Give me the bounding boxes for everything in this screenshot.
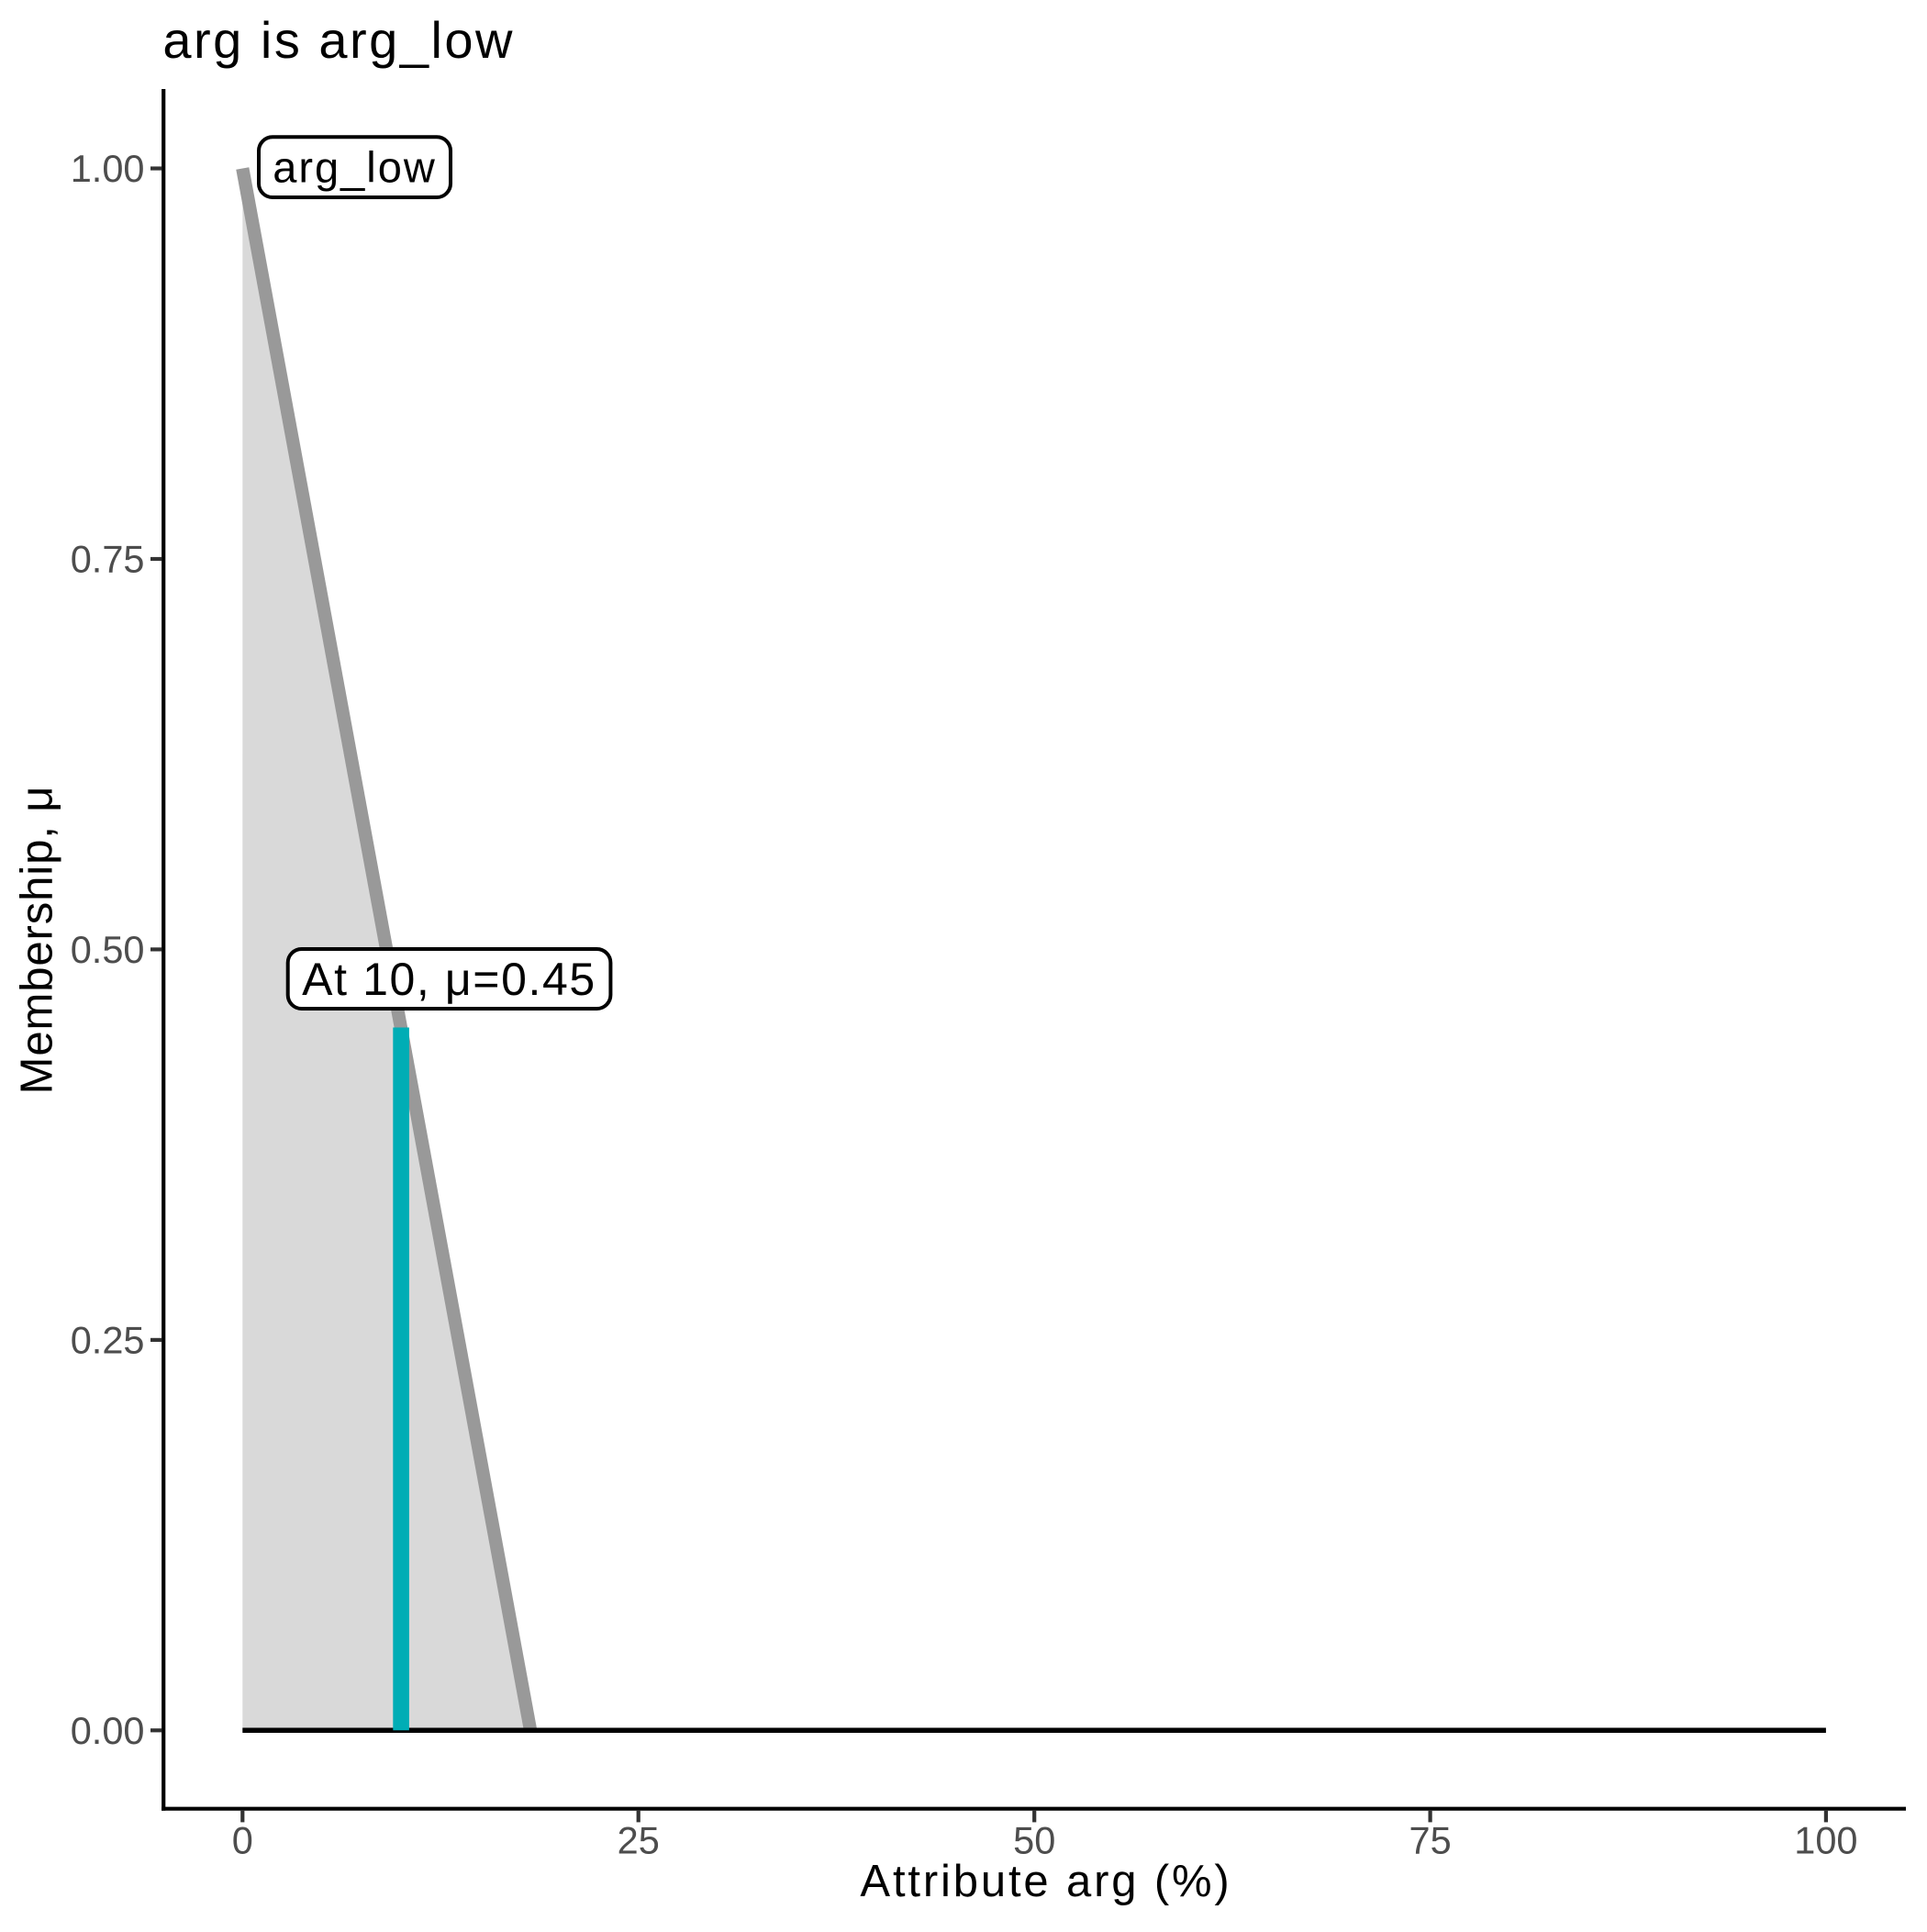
svg-text:0.75: 0.75 [71, 538, 145, 581]
svg-text:0.00: 0.00 [71, 1709, 145, 1752]
svg-text:50: 50 [1013, 1819, 1055, 1862]
svg-text:1.00: 1.00 [71, 147, 145, 190]
svg-text:0.25: 0.25 [71, 1318, 145, 1361]
svg-text:75: 75 [1409, 1819, 1452, 1862]
svg-text:0: 0 [232, 1819, 253, 1862]
svg-text:100: 100 [1794, 1819, 1857, 1862]
svg-text:25: 25 [618, 1819, 660, 1862]
svg-text:Membership, μ: Membership, μ [13, 786, 62, 1095]
svg-text:arg_low: arg_low [273, 142, 437, 191]
svg-text:Attribute arg (%): Attribute arg (%) [860, 1857, 1231, 1906]
svg-text:0.50: 0.50 [71, 928, 145, 971]
svg-text:At 10, μ=0.45: At 10, μ=0.45 [302, 954, 596, 1005]
svg-text:arg is arg_low: arg is arg_low [162, 11, 515, 69]
